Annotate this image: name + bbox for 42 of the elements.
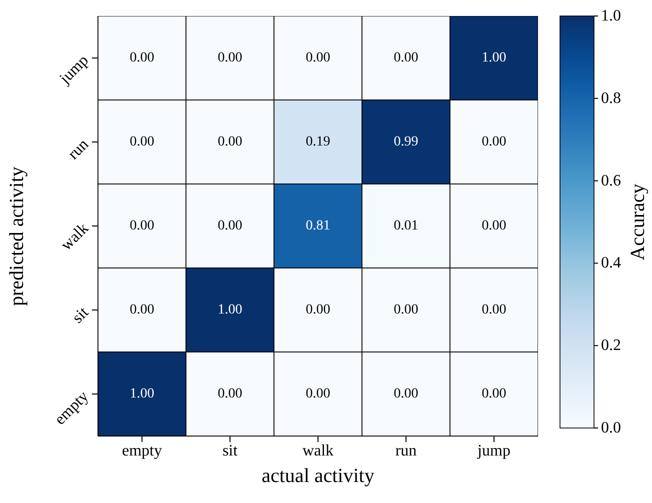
y-axis-title: predicted activity xyxy=(6,166,28,306)
data-label: 0.00 xyxy=(394,302,418,318)
data-label: 0.00 xyxy=(130,302,154,318)
data-label: 0.00 xyxy=(482,134,506,150)
data-label: 1.00 xyxy=(482,50,506,66)
x-tick-label: walk xyxy=(302,442,334,460)
data-label: 0.00 xyxy=(482,302,506,318)
data-label: 0.00 xyxy=(218,218,242,234)
data-label: 0.00 xyxy=(218,386,242,402)
x-tick-label: sit xyxy=(222,442,238,460)
color-bar-label: 0.8 xyxy=(601,90,621,107)
y-tick-label: walk xyxy=(58,220,92,254)
data-label: 0.00 xyxy=(130,218,154,234)
y-tick-label: sit xyxy=(69,304,92,327)
data-label: 0.00 xyxy=(394,50,418,66)
color-bar-label: 0.4 xyxy=(601,254,621,272)
x-tick-label: run xyxy=(395,442,417,460)
data-label: 0.00 xyxy=(482,218,506,234)
data-label: 0.19 xyxy=(306,134,330,150)
data-label: 1.00 xyxy=(130,386,154,402)
color-bar-label: 0.6 xyxy=(601,172,621,190)
data-label: 1.00 xyxy=(218,302,242,318)
data-label: 0.81 xyxy=(306,218,330,234)
data-label: 0.00 xyxy=(130,134,154,150)
x-tick-label: empty xyxy=(122,442,162,460)
data-label: 0.00 xyxy=(306,302,330,318)
x-tick-label: jump xyxy=(476,442,510,460)
data-label: 0.00 xyxy=(306,386,330,402)
data-label: 0.00 xyxy=(394,386,418,402)
data-label: 0.00 xyxy=(218,134,242,150)
data-label: 0.00 xyxy=(218,50,242,66)
data-label: 0.99 xyxy=(394,134,418,150)
color-bar-title: Accuracy xyxy=(627,184,649,260)
color-bar-label: 1.0 xyxy=(601,8,621,24)
data-label: 0.01 xyxy=(394,218,418,234)
data-label: 0.00 xyxy=(306,50,330,66)
color-bar-label: 0.2 xyxy=(601,337,621,354)
y-tick-label: run xyxy=(64,136,92,164)
data-label: 0.00 xyxy=(130,50,154,66)
data-label: 0.00 xyxy=(482,386,506,402)
x-axis-title: actual activity xyxy=(262,465,374,487)
color-bar-label: 0.0 xyxy=(601,420,621,436)
